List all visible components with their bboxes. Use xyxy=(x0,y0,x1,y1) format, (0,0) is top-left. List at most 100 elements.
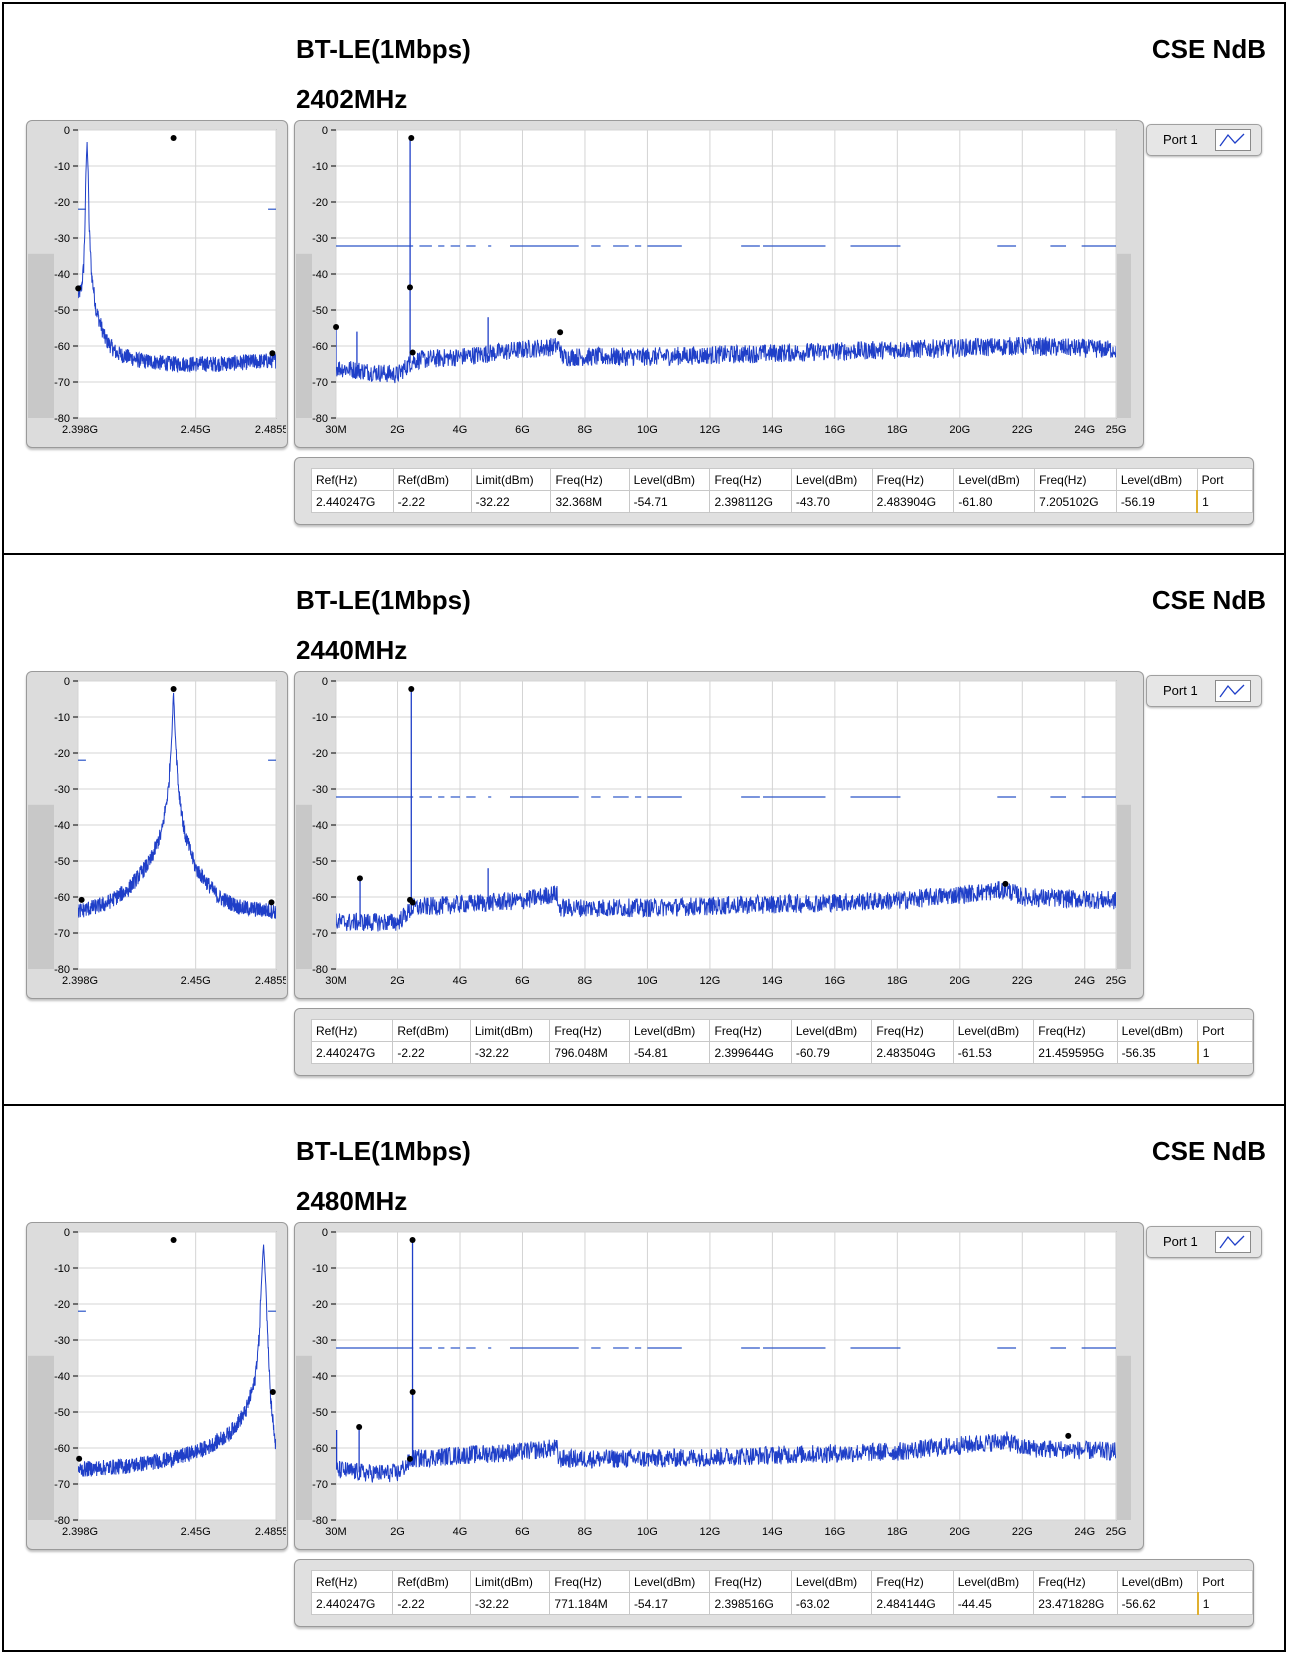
value-cell: -54.17 xyxy=(628,1592,711,1615)
x-tick-label: 25G xyxy=(1106,424,1127,436)
header-cell: Freq(Hz) xyxy=(550,468,630,491)
peak-marker xyxy=(408,134,415,141)
value-cell[interactable]: 1 xyxy=(1196,490,1254,513)
x-tick-label: 16G xyxy=(824,1526,845,1538)
y-tick-label: -20 xyxy=(54,1299,70,1311)
y-tick-label: -20 xyxy=(312,197,328,209)
value-cell: -32.22 xyxy=(470,490,552,513)
plot-legend[interactable]: Port 1 xyxy=(1146,675,1262,707)
x-tick-label: 6G xyxy=(515,424,530,436)
peak-marker xyxy=(406,284,413,291)
x-tick-label: 30M xyxy=(325,975,346,987)
zoom-spectrum-chart-1[interactable]: 0 -10 -20 -30 -40 -50 -60 -70 -802.398G 2.45G 2.48… xyxy=(26,120,286,446)
results-table: Ref(Hz) Ref(dBm) Limit(dBm) Freq(Hz) Level(d… xyxy=(311,468,1254,513)
x-tick-label: 12G xyxy=(700,975,721,987)
axis-band xyxy=(28,804,54,969)
y-tick-label: -10 xyxy=(312,161,328,173)
peak-marker xyxy=(269,1389,276,1396)
value-cell: -56.19 xyxy=(1115,490,1198,513)
plot-legend[interactable]: Port 1 xyxy=(1146,1226,1262,1258)
y-tick-label: -60 xyxy=(312,341,328,353)
y-tick-label: -10 xyxy=(54,1263,70,1275)
results-header-row: Ref(Hz) Ref(dBm) Limit(dBm) Freq(Hz) Level(d… xyxy=(310,1570,1253,1593)
y-tick-label: -70 xyxy=(54,928,70,940)
results-table-box: Ref(Hz) Ref(dBm) Limit(dBm) Freq(Hz) Level(d… xyxy=(294,1008,1254,1076)
x-tick-label: 8G xyxy=(578,975,593,987)
y-tick-label: -40 xyxy=(312,820,328,832)
x-tick-label: 25G xyxy=(1106,1526,1127,1538)
x-tick-label: 4G xyxy=(453,1526,468,1538)
y-tick-label: -30 xyxy=(312,1335,328,1347)
grid xyxy=(77,1231,277,1521)
x-tick-label: 24G xyxy=(1074,975,1095,987)
x-tick-label: 2.4855G xyxy=(255,1526,286,1538)
header-cell: Level(dBm) xyxy=(790,1570,873,1593)
value-cell: 2.398516G xyxy=(709,1592,792,1615)
y-tick-label: -60 xyxy=(312,1443,328,1455)
header-cell: Freq(Hz) xyxy=(1034,468,1117,491)
header-cell: Level(dBm) xyxy=(1116,1570,1199,1593)
value-cell: 2.440247G xyxy=(311,490,394,513)
y-tick-label: -40 xyxy=(54,1371,70,1383)
x-tick-label: 4G xyxy=(453,424,468,436)
peak-marker xyxy=(356,875,363,882)
header-cell: Level(dBm) xyxy=(790,468,873,491)
measurement-mode: CSE NdB xyxy=(1151,34,1266,64)
y-tick-label: -80 xyxy=(312,413,328,425)
grid xyxy=(335,680,1117,970)
peak-marker xyxy=(170,134,177,141)
y-tick-label: -10 xyxy=(54,161,70,173)
peak-marker xyxy=(170,685,177,692)
value-cell: -63.02 xyxy=(790,1592,873,1615)
header-cell: Level(dBm) xyxy=(628,468,711,491)
axis-band xyxy=(296,804,312,969)
header-cell: Port xyxy=(1197,1570,1253,1593)
y-tick-label: -10 xyxy=(312,1263,328,1275)
header-cell: Level(dBm) xyxy=(952,1570,1035,1593)
header-cell: Freq(Hz) xyxy=(1033,1570,1118,1593)
x-tick-label: 14G xyxy=(762,975,783,987)
peak-marker xyxy=(356,1424,363,1431)
y-tick-label: -40 xyxy=(54,820,70,832)
spectrum-trace xyxy=(78,141,276,374)
spectrum-trace xyxy=(336,881,1116,932)
plot-legend[interactable]: Port 1 xyxy=(1146,124,1262,156)
x-tick-label: 18G xyxy=(887,1526,908,1538)
x-tick-label: 6G xyxy=(515,1526,530,1538)
header-cell: Ref(dBm) xyxy=(392,468,472,491)
y-tick-label: -80 xyxy=(54,413,70,425)
peak-marker xyxy=(406,1455,413,1462)
x-tick-label: 2G xyxy=(390,975,405,987)
peak-marker xyxy=(269,350,276,357)
y-tick-label: -60 xyxy=(312,892,328,904)
measurement-mode: CSE NdB xyxy=(1151,585,1266,615)
y-tick-label: -70 xyxy=(312,928,328,940)
spectrum-trace xyxy=(336,336,1116,384)
value-cell: 23.471828G xyxy=(1033,1592,1118,1615)
zoom-spectrum-chart-2[interactable]: 0 -10 -20 -30 -40 -50 -60 -70 -802.398G 2.45G 2.48… xyxy=(26,671,286,997)
y-tick-label: -80 xyxy=(54,964,70,976)
x-tick-label: 2.4855G xyxy=(255,975,286,987)
results-value-row: 2.440247G -2.22 -32.22 796.048M -54.81 2.3996… xyxy=(310,1041,1253,1064)
value-cell[interactable]: 1 xyxy=(1196,1041,1253,1064)
header-cell: Freq(Hz) xyxy=(871,1019,954,1042)
value-cell: 2.398112G xyxy=(709,490,792,513)
value-cell: -32.22 xyxy=(469,1592,551,1615)
x-tick-label: 22G xyxy=(1012,975,1033,987)
axis-band xyxy=(28,253,54,418)
value-cell: -54.81 xyxy=(628,1041,711,1064)
y-tick-label: -50 xyxy=(54,856,70,868)
legend-label: Port 1 xyxy=(1163,132,1198,147)
axis-band xyxy=(28,1355,54,1520)
header-cell: Limit(dBm) xyxy=(469,1570,551,1593)
channel-frequency: 2480MHz xyxy=(296,1186,408,1216)
value-cell[interactable]: 1 xyxy=(1196,1592,1253,1615)
value-cell: -2.22 xyxy=(392,490,472,513)
value-cell: 2.440247G xyxy=(310,1041,394,1064)
y-tick-label: -20 xyxy=(54,197,70,209)
value-cell: -2.22 xyxy=(392,1592,471,1615)
zoom-spectrum-chart-3[interactable]: 0 -10 -20 -30 -40 -50 -60 -70 -802.398G 2.45G 2.48… xyxy=(26,1222,286,1548)
